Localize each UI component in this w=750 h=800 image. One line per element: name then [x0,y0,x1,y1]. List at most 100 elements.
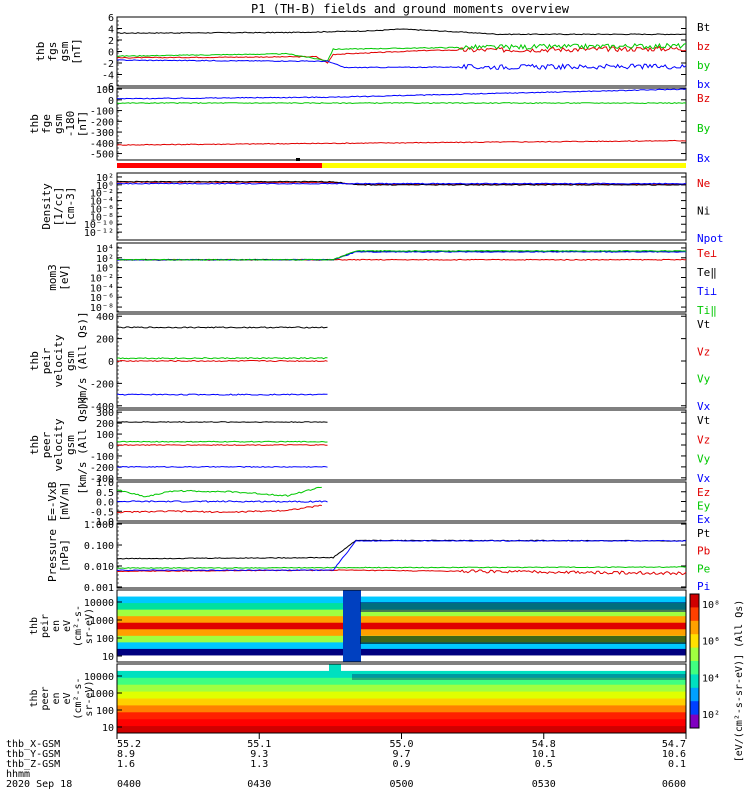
y-tick-label: 100 [96,85,114,96]
y-axis-label-line: eV [62,620,73,632]
series-line-By [116,102,687,105]
y-tick-label: 10⁻² [90,274,114,285]
footer-z-value: 1.6 [117,759,135,770]
y-tick-label: 100 [96,430,114,441]
y-tick-label: 4 [108,25,114,36]
y-tick-label: -300 [90,128,114,139]
y-axis-label: E=-VxB[mV/m] [46,481,71,521]
colorbar-tick-label: 10⁸ [702,600,720,611]
y-axis-label-line: (cm²-s- [73,605,84,647]
legend-Vt: Vt [697,318,710,331]
series-line-Ey [116,486,322,498]
spectrogram-band [117,616,686,624]
y-tick-label: -0.5 [90,507,114,518]
y-tick-label: 10⁻⁴ [90,283,114,294]
panel-density: 10²10⁰10⁻²10⁻⁴10⁻⁶10⁻⁸10⁻¹⁰10⁻¹²Density[… [40,172,724,245]
y-axis-label-line: [cm-3] [64,187,77,227]
mode-bar-yellow [322,163,686,168]
y-axis-label-line: en [51,620,62,632]
y-axis-label-line: gsm [64,351,77,371]
y-tick-label: -100 [90,107,114,118]
y-axis-label-line: thb [28,435,41,455]
footer-x-value: 55.0 [389,739,413,750]
series-line-Vz [116,444,328,446]
y-tick-label: 10 [102,652,114,663]
y-axis-label-line: [eV] [58,264,71,291]
legend-Vz: Vz [697,433,710,446]
colorbar-segment [690,647,699,662]
y-tick-label: 200 [96,335,114,346]
legend-Vx: Vx [697,400,711,413]
colorbar-segment [690,701,699,716]
footer-y-value: 10.1 [532,749,556,760]
legend-Vx: Vx [697,472,711,485]
y-axis-label-line: velocity [52,334,65,387]
series-line-bz [116,45,687,64]
y-tick-label: 200 [96,419,114,430]
y-axis-label-line: sr-eV) [84,608,95,644]
series-line-Ti‖ [116,249,687,261]
spectrogram-band [117,609,686,617]
legend-By: By [697,122,711,135]
y-axis-label-line: [nT] [70,38,83,65]
y-tick-label: 10⁻⁸ [90,303,114,314]
y-tick-label: -200 [90,463,114,474]
spectrogram-band [117,719,686,727]
legend-Te⊥: Te⊥ [697,247,717,260]
series-line-Ti⊥ [117,250,686,261]
y-tick-label: 1.000 [84,520,114,531]
colorbar-tick-label: 10² [702,710,720,721]
series-line-Bt [116,28,687,36]
y-axis-label-line: [km/s (All Qs)] [76,311,89,410]
footer-row-label: hhmm [6,769,30,780]
y-tick-label: 10⁴ [96,244,114,255]
legend-Ti‖: Ti‖ [697,304,717,317]
legend-Te‖: Te‖ [697,266,717,279]
series-line-Bz [116,139,687,146]
footer-time: 0500 [389,779,413,790]
y-tick-label: 0 [108,357,114,368]
footer-time: 0600 [662,779,686,790]
y-axis-label-line: peer [40,686,51,710]
footer-row-label: thb_X-GSM [6,739,60,750]
y-tick-label: 10⁻⁶ [90,293,114,304]
colorbar-segment [690,634,699,649]
spectrogram-band [117,596,686,604]
footer-time: 0400 [117,779,141,790]
series-line-Vt [116,326,328,329]
spectrogram-band [117,698,686,706]
y-tick-label: 0 [108,441,114,452]
y-axis-label-line: peir [40,347,53,374]
footer-time: 0430 [247,779,271,790]
y-axis-label-line: Density [40,183,53,230]
y-tick-label: 2 [108,36,114,47]
colorbar-label: [eV/(cm²-s-sr-eV)] (All Qs) [734,600,745,763]
footer-x-value: 54.7 [662,739,686,750]
y-axis-label-line: [nPa] [58,539,71,572]
y-axis-label-line: -180 [64,111,77,138]
y-tick-label: -4 [102,71,114,82]
y-tick-label: -6 [102,82,114,93]
spectrogram-band [117,705,686,713]
y-tick-label: 1000 [90,616,114,627]
y-axis-label-line: en [51,692,62,704]
y-axis-label-line: peer [40,431,53,458]
y-axis-label: thbpeereneV(cm²-s-sr-eV) [29,677,95,719]
footer-row-label: 2020 Sep 18 [6,779,72,790]
colorbar-segment [690,687,699,702]
legend-Vz: Vz [697,345,710,358]
y-axis-label-line: fgs [46,42,59,62]
spectrogram-band [117,677,686,686]
y-axis-label-line: [km/s (All Qs)] [76,395,89,494]
y-tick-label: 300 [96,408,114,419]
plot-title: P1 (TH-B) fields and ground moments over… [251,2,570,16]
footer-row-label: thb_Y-GSM [6,749,60,760]
legend-Pi: Pi [697,580,710,593]
y-tick-label: 10000 [84,598,114,609]
y-tick-label: 10⁻² [90,189,114,200]
legend-bz: bz [697,40,710,53]
y-axis-label: mom3[eV] [46,264,71,291]
legend-Ey: Ey [697,500,711,513]
